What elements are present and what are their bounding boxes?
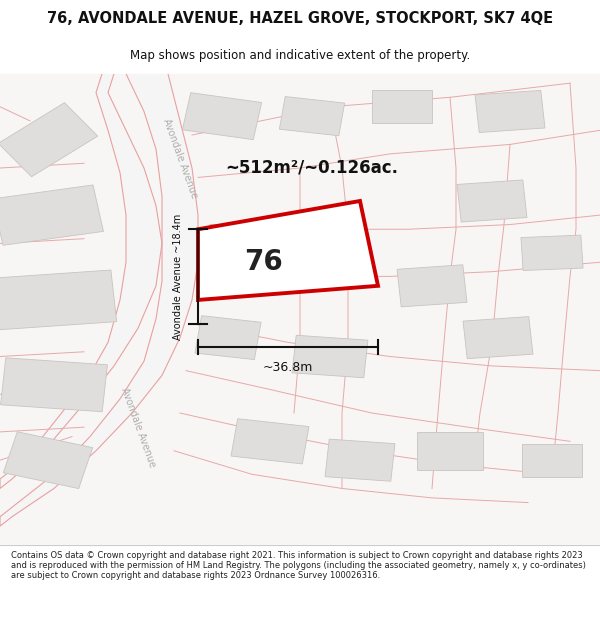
- Polygon shape: [182, 92, 262, 139]
- Polygon shape: [457, 180, 527, 222]
- Text: Map shows position and indicative extent of the property.: Map shows position and indicative extent…: [130, 49, 470, 62]
- Polygon shape: [0, 102, 98, 177]
- Text: Avondale Avenue: Avondale Avenue: [161, 118, 199, 200]
- Text: 76: 76: [245, 248, 283, 276]
- Polygon shape: [1, 357, 107, 412]
- Text: Avondale Avenue: Avondale Avenue: [119, 386, 157, 468]
- Polygon shape: [397, 265, 467, 307]
- Polygon shape: [231, 419, 309, 464]
- Polygon shape: [325, 439, 395, 481]
- Polygon shape: [521, 235, 583, 271]
- Polygon shape: [0, 270, 116, 330]
- Text: Contains OS data © Crown copyright and database right 2021. This information is : Contains OS data © Crown copyright and d…: [11, 551, 586, 581]
- Polygon shape: [475, 91, 545, 132]
- Polygon shape: [522, 444, 582, 477]
- Polygon shape: [4, 432, 92, 489]
- Text: ~512m²/~0.126ac.: ~512m²/~0.126ac.: [226, 159, 398, 177]
- Text: ~36.8m: ~36.8m: [263, 361, 313, 374]
- Polygon shape: [0, 74, 198, 526]
- Text: Avondale Avenue ~18.4m: Avondale Avenue ~18.4m: [173, 213, 183, 339]
- Polygon shape: [198, 201, 378, 300]
- Polygon shape: [195, 316, 261, 359]
- Polygon shape: [372, 90, 432, 123]
- Polygon shape: [0, 185, 103, 245]
- Polygon shape: [280, 96, 344, 136]
- Polygon shape: [292, 335, 368, 378]
- Polygon shape: [417, 432, 483, 469]
- Text: 76, AVONDALE AVENUE, HAZEL GROVE, STOCKPORT, SK7 4QE: 76, AVONDALE AVENUE, HAZEL GROVE, STOCKP…: [47, 11, 553, 26]
- Polygon shape: [463, 317, 533, 359]
